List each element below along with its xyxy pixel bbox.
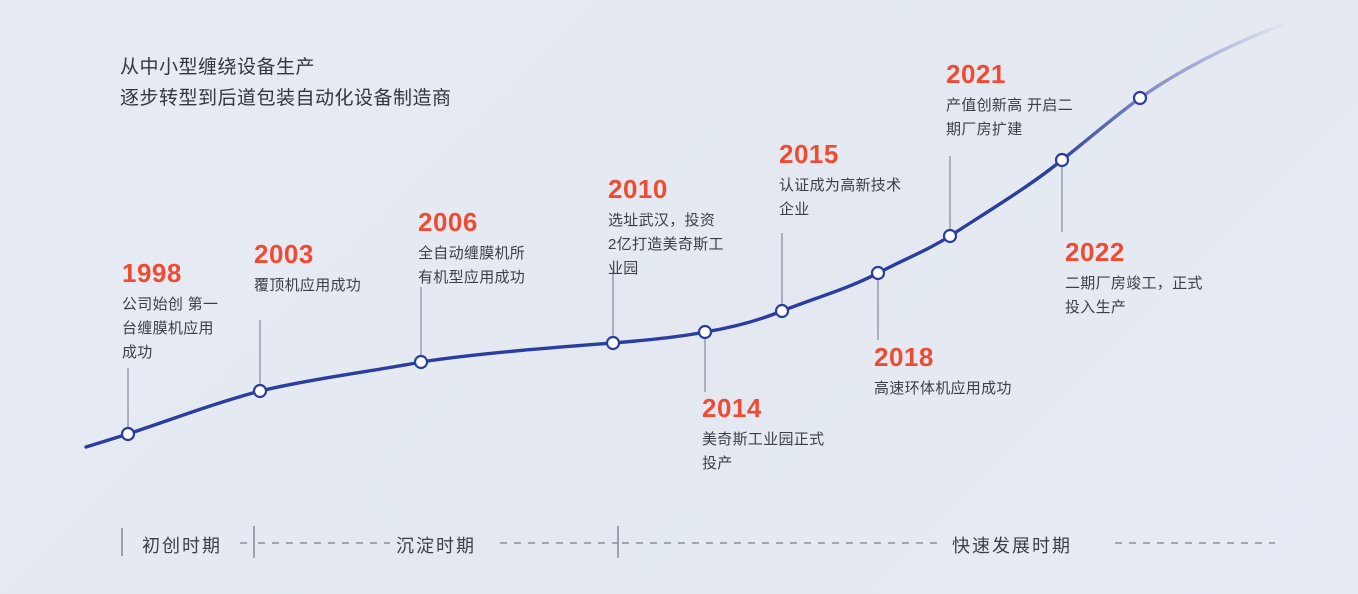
marker-2010[interactable] xyxy=(605,335,621,351)
milestone-1998[interactable]: 1998 公司始创 第一 台缠膜机应用 成功 xyxy=(122,258,218,365)
milestone-2010[interactable]: 2010 选址武汉，投资 2亿打造美奇斯工 业园 xyxy=(608,174,724,281)
milestone-2022[interactable]: 2022 二期厂房竣工，正式 投入生产 xyxy=(1065,237,1203,320)
marker-future[interactable] xyxy=(1132,90,1148,106)
marker-2015[interactable] xyxy=(774,303,790,319)
milestone-desc: 全自动缠膜机所 有机型应用成功 xyxy=(418,245,526,286)
marker-2021[interactable] xyxy=(942,228,958,244)
marker-2014[interactable] xyxy=(697,324,713,340)
milestone-2018[interactable]: 2018 高速环体机应用成功 xyxy=(874,342,1012,401)
milestone-2015[interactable]: 2015 认证成为高新技术 企业 xyxy=(779,139,901,222)
milestone-2006[interactable]: 2006 全自动缠膜机所 有机型应用成功 xyxy=(418,207,525,290)
milestone-year: 2014 xyxy=(702,393,762,423)
milestone-desc: 产值创新高 开启二 期厂房扩建 xyxy=(946,97,1073,138)
marker-2003[interactable] xyxy=(252,383,268,399)
phase-label-startup: 初创时期 xyxy=(142,536,222,556)
marker-2018[interactable] xyxy=(870,265,886,281)
milestone-2003[interactable]: 2003 覆顶机应用成功 xyxy=(254,239,361,298)
phase-label-rapid-growth: 快速发展时期 xyxy=(952,536,1072,556)
milestone-2014[interactable]: 2014 美奇斯工业园正式 投产 xyxy=(702,393,824,476)
milestone-year: 2018 xyxy=(874,342,934,372)
milestone-year: 2015 xyxy=(779,139,839,169)
page-title: 从中小型缠绕设备生产 逐步转型到后道包装自动化设备制造商 xyxy=(120,57,452,109)
milestone-desc: 覆顶机应用成功 xyxy=(254,277,362,294)
phase-label-consolidation: 沉淀时期 xyxy=(396,536,476,556)
milestone-year: 2010 xyxy=(608,174,668,204)
milestone-desc: 二期厂房竣工，正式 投入生产 xyxy=(1065,275,1203,316)
milestone-desc: 美奇斯工业园正式 投产 xyxy=(702,431,825,472)
milestone-desc: 选址武汉，投资 2亿打造美奇斯工 业园 xyxy=(608,212,724,277)
milestone-year: 2003 xyxy=(254,239,314,269)
milestone-2021[interactable]: 2021 产值创新高 开启二 期厂房扩建 xyxy=(946,59,1073,142)
marker-2022[interactable] xyxy=(1054,152,1070,168)
milestone-year: 2006 xyxy=(418,207,478,237)
marker-2006[interactable] xyxy=(413,354,429,370)
leader-lines xyxy=(127,156,1063,434)
phase-axis xyxy=(121,526,1275,558)
milestone-desc: 认证成为高新技术 企业 xyxy=(779,177,902,218)
milestone-year: 2022 xyxy=(1065,237,1125,267)
milestone-year: 2021 xyxy=(946,59,1006,89)
milestone-desc: 高速环体机应用成功 xyxy=(874,380,1012,397)
milestone-desc: 公司始创 第一 台缠膜机应用 成功 xyxy=(122,296,219,361)
milestone-markers xyxy=(120,90,1148,442)
milestone-year: 1998 xyxy=(122,258,182,288)
marker-1998[interactable] xyxy=(120,426,136,442)
